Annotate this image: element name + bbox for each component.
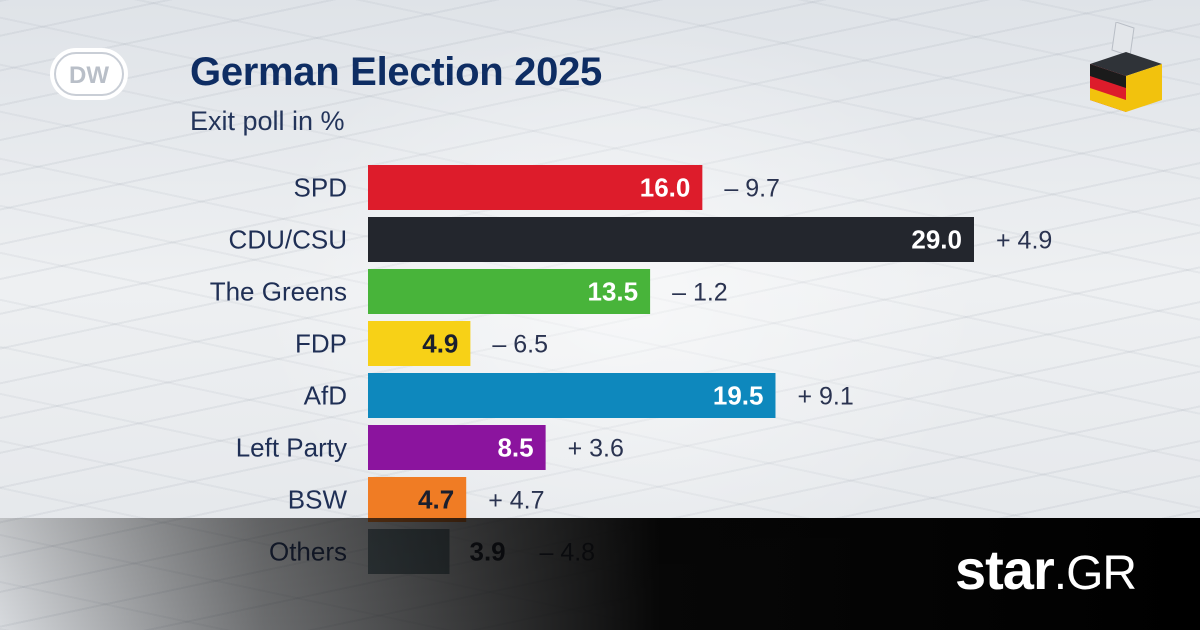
footer-fade <box>0 518 1200 630</box>
bar-afd <box>368 373 776 418</box>
category-label: Left Party <box>236 433 347 463</box>
category-label: FDP <box>295 329 347 359</box>
ballot-box-icon <box>1090 22 1162 112</box>
dw-logo-text: DW <box>69 62 109 89</box>
bar-fdp <box>368 321 471 366</box>
change-label: + 9.1 <box>797 383 853 411</box>
chart-subtitle: Exit poll in % <box>190 106 345 136</box>
category-label: BSW <box>288 485 348 515</box>
bar-spd <box>368 165 703 210</box>
value-label: 8.5 <box>497 433 533 463</box>
value-label: 13.5 <box>587 277 638 307</box>
change-label: + 4.7 <box>488 487 544 515</box>
dw-logo: DW <box>50 48 128 100</box>
change-label: – 1.2 <box>672 279 728 307</box>
value-label: 19.5 <box>713 381 764 411</box>
chart-title: German Election 2025 <box>190 50 602 94</box>
change-label: + 4.9 <box>996 227 1052 255</box>
category-label: CDU/CSU <box>229 225 347 255</box>
category-label: The Greens <box>210 277 347 307</box>
change-label: – 9.7 <box>724 175 780 203</box>
change-label: + 3.6 <box>568 435 624 463</box>
change-label: – 6.5 <box>492 331 548 359</box>
bar-the-greens <box>368 269 651 314</box>
bar-left-party <box>368 425 546 470</box>
footer-bar <box>0 518 1200 630</box>
site-logo-part2: .GR <box>1053 547 1137 600</box>
site-logo-part1: star <box>955 538 1055 601</box>
site-logo[interactable]: star.GR <box>955 535 1137 609</box>
value-label: 16.0 <box>640 173 691 203</box>
value-label: 29.0 <box>911 225 962 255</box>
value-label: 4.7 <box>418 485 454 515</box>
bar-cdu-csu <box>368 217 974 262</box>
value-label: 4.9 <box>422 329 458 359</box>
bar-bsw <box>368 477 467 522</box>
category-label: SPD <box>294 173 347 203</box>
category-label: AfD <box>304 381 347 411</box>
